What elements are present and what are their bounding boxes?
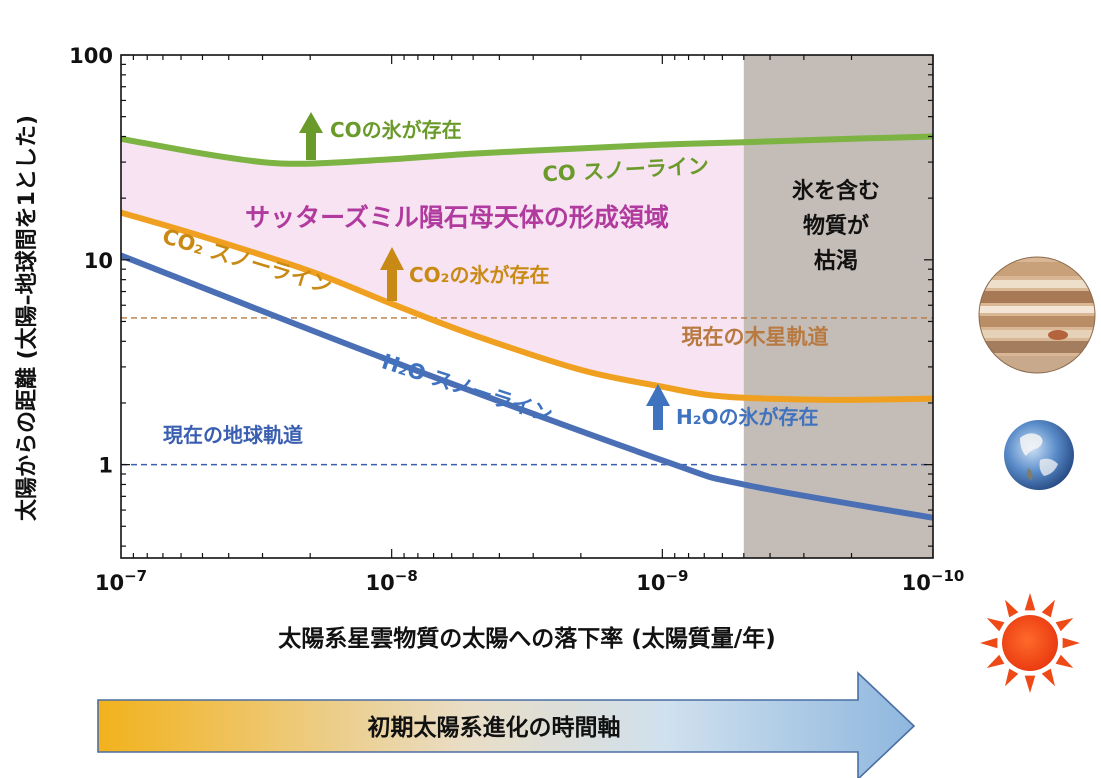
- sun-ray: [1005, 599, 1019, 618]
- depleted-region: [743, 55, 933, 558]
- co-ice-label: COの氷が存在: [330, 118, 462, 142]
- x-tick-label: 10−8: [366, 567, 418, 595]
- time-arrow-label: 初期太陽系進化の時間軸: [368, 714, 621, 741]
- y-tick-label: 1: [98, 454, 113, 478]
- x-tick-label: 10−7: [95, 567, 147, 595]
- co2-snowline: [121, 209, 933, 403]
- h2o-ice-arrow: [646, 384, 670, 430]
- earth-icon: [1004, 420, 1074, 490]
- depleted-label-line2: 物質が: [803, 213, 869, 239]
- sun-ray: [1055, 654, 1074, 668]
- x-tick-label: 10−10: [902, 567, 965, 595]
- co2-ice-annotation: CO₂の氷が存在: [380, 247, 549, 301]
- formation-region-label: サッターズミル隕石母天体の形成領域: [245, 203, 669, 232]
- x-axis-label: 太陽系星雲物質の太陽への落下率 (太陽質量/年): [278, 625, 775, 652]
- earth-orbit-label: 現在の地球軌道: [163, 423, 303, 447]
- depleted-label-line3: 枯渇: [814, 248, 858, 274]
- sun-ray: [1055, 618, 1074, 632]
- series-label-h2o: H₂O スノーライン: [379, 349, 556, 427]
- jupiter-orbit-label: 現在の木星軌道: [682, 325, 829, 349]
- sun-ray: [1005, 668, 1019, 687]
- y-tick-label: 100: [69, 44, 113, 68]
- x-tick-label: 10−9: [636, 567, 688, 595]
- y-axis-label: 太陽からの距離 (太陽–地球間を1とした): [14, 115, 40, 521]
- sun-ray: [986, 618, 1005, 632]
- co2-ice-label: CO₂の氷が存在: [409, 263, 549, 287]
- plot-frame: [120, 54, 934, 559]
- h2o-ice-annotation: H₂Oの氷が存在: [646, 384, 819, 430]
- sun-ray: [1041, 599, 1055, 618]
- sun-ray: [1024, 675, 1036, 693]
- y-tick-label: 10: [84, 249, 113, 273]
- sun-ray: [986, 654, 1005, 668]
- co2-ice-arrow: [380, 247, 404, 301]
- depleted-label-line1: 氷を含む: [792, 178, 880, 204]
- sun-ray: [980, 637, 998, 649]
- sun-ray: [1041, 668, 1055, 687]
- sun-ray: [1062, 637, 1080, 649]
- sun-icon: [980, 593, 1080, 693]
- formation-region: [121, 136, 933, 400]
- co-ice-arrow: [299, 112, 323, 160]
- time-arrow: 初期太陽系進化の時間軸: [97, 671, 916, 778]
- jupiter-icon: [978, 256, 1096, 374]
- sun-ray: [1024, 593, 1036, 611]
- co-ice-annotation: COの氷が存在: [299, 112, 462, 160]
- co-snowline: [121, 133, 933, 167]
- h2o-snowline: [121, 252, 933, 521]
- h2o-ice-label: H₂Oの氷が存在: [676, 405, 819, 429]
